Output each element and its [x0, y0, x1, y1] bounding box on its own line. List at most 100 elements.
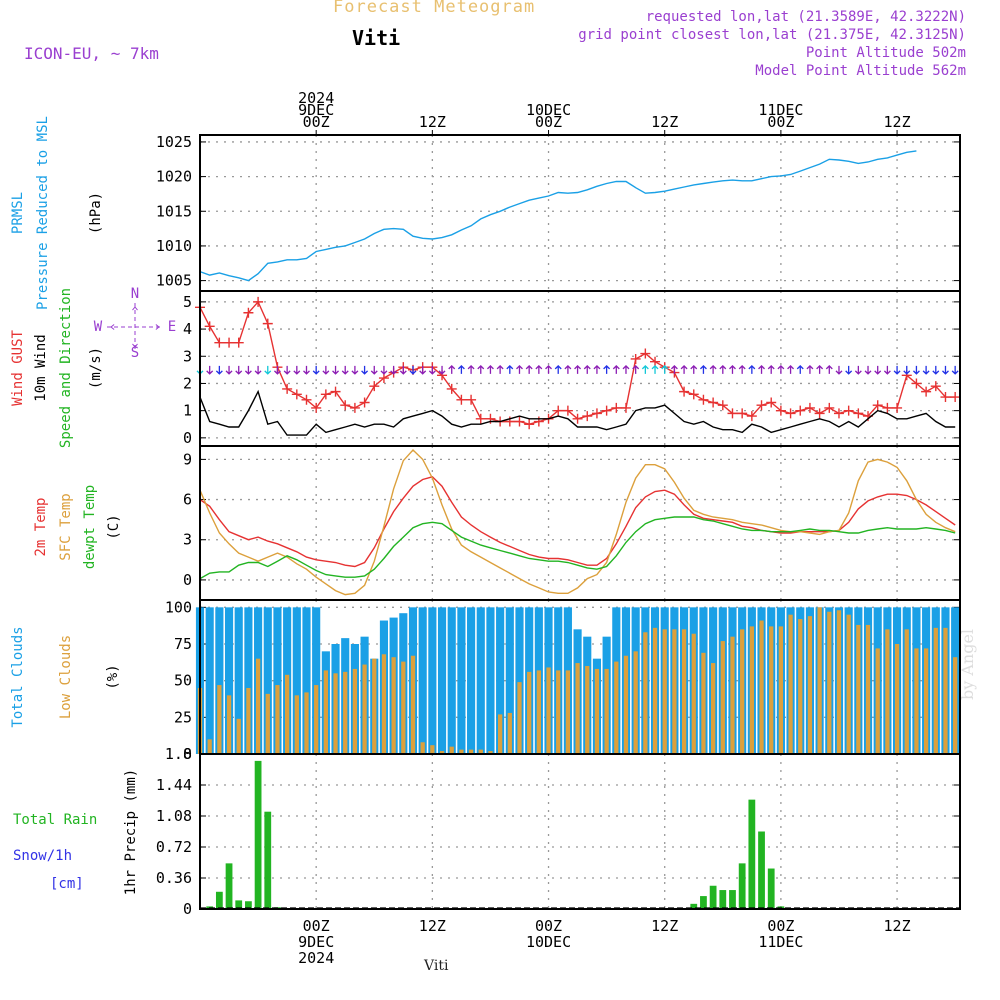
- low-cloud-bar: [285, 674, 290, 754]
- total-cloud-bar: [244, 607, 253, 754]
- y-axis-label: 2m Temp: [33, 497, 49, 556]
- wind-direction-arrow: [612, 364, 620, 374]
- gust-marker: [582, 411, 593, 422]
- wind-direction-arrow: [661, 364, 669, 374]
- y-tick-label: 9: [183, 450, 192, 468]
- precip-bar: [245, 901, 252, 909]
- time-label-top: 12Z: [884, 113, 911, 131]
- low-cloud-bar: [759, 620, 764, 754]
- gust-marker: [640, 348, 651, 359]
- wind-direction-arrow: [448, 364, 456, 374]
- wind-direction-arrow: [293, 365, 301, 375]
- wind-direction-arrow: [738, 364, 746, 374]
- gust-marker: [446, 383, 457, 394]
- low-cloud-bar: [226, 695, 232, 754]
- low-cloud-bar: [459, 749, 464, 754]
- low-cloud-bar: [527, 671, 532, 754]
- low-cloud-bar: [236, 718, 241, 754]
- low-cloud-bar: [275, 685, 280, 754]
- y-tick-label: 1015: [156, 202, 192, 220]
- low-cloud-bar: [594, 668, 600, 754]
- precip-bar: [719, 890, 727, 909]
- y-axis-label: Pressure Reduced to MSL: [35, 116, 51, 310]
- time-label-bottom: 12Z: [651, 917, 678, 935]
- gust-marker: [717, 400, 728, 411]
- gust-marker: [824, 402, 835, 413]
- total-cloud-bar: [437, 607, 447, 754]
- low-cloud-bar: [585, 666, 590, 754]
- y-tick-label: 0.36: [156, 869, 192, 887]
- low-cloud-bar: [798, 619, 803, 754]
- gust-marker: [320, 389, 331, 400]
- gust-marker: [204, 321, 215, 332]
- low-cloud-bar: [410, 655, 416, 754]
- y-tick-label: 4: [183, 320, 192, 338]
- low-cloud-bar: [468, 749, 474, 754]
- low-cloud-bar: [904, 629, 909, 754]
- gust-marker: [756, 400, 767, 411]
- wind-direction-arrow: [680, 364, 688, 374]
- gust-marker: [708, 397, 719, 408]
- gust-marker: [785, 408, 796, 419]
- gust-marker: [843, 405, 854, 416]
- low-cloud-bar: [401, 661, 406, 754]
- low-cloud-bar: [807, 616, 813, 754]
- meteogram-title: Forecast Meteogram: [333, 0, 536, 17]
- gust-marker: [950, 392, 961, 403]
- gust-marker: [214, 337, 225, 348]
- y-tick-label: 1: [183, 402, 192, 420]
- wind-direction-arrow: [525, 364, 533, 374]
- low-cloud-bar: [430, 745, 435, 754]
- low-cloud-bar: [478, 749, 483, 754]
- wind-direction-arrow: [845, 365, 853, 375]
- wind-direction-arrow: [486, 364, 494, 374]
- wind-direction-arrow: [883, 365, 891, 375]
- compass-east: E: [168, 319, 176, 335]
- total-cloud-bar: [312, 607, 321, 754]
- total-cloud-bar: [224, 607, 234, 754]
- wind-direction-arrow: [303, 365, 310, 375]
- panel-frame-pressure: [199, 134, 961, 292]
- wind-direction-arrow: [273, 365, 281, 375]
- wind-direction-arrow: [748, 364, 756, 374]
- wind-direction-arrow: [951, 365, 959, 375]
- gust-marker: [911, 378, 922, 389]
- footer-place: Viti: [424, 958, 449, 974]
- y-tick-label: 1.8: [165, 745, 192, 763]
- y-tick-label: 1025: [156, 133, 192, 151]
- y-tick-label: 1010: [156, 237, 192, 255]
- y-axis-label: Low Clouds: [58, 635, 74, 719]
- total-cloud-bar: [496, 607, 505, 754]
- low-cloud-bar: [846, 614, 851, 754]
- low-cloud-bar: [217, 685, 222, 754]
- wind-direction-arrow: [341, 365, 349, 375]
- total-cloud-bar: [263, 607, 272, 754]
- compass-north: N: [131, 286, 139, 302]
- low-cloud-bar: [604, 668, 609, 754]
- gust-marker: [301, 394, 312, 405]
- wind-direction-arrow: [709, 364, 717, 374]
- gust-marker: [804, 402, 815, 413]
- total-cloud-bar: [302, 607, 311, 754]
- series-line-sfc-temp: [199, 448, 956, 596]
- wind-direction-arrow: [380, 365, 388, 375]
- low-cloud-bar: [352, 668, 358, 754]
- total-cloud-bar: [205, 607, 214, 754]
- wind-direction-arrow: [496, 364, 504, 374]
- gust-marker: [795, 405, 806, 416]
- wind-direction-arrow: [409, 365, 417, 375]
- gust-marker: [340, 400, 351, 411]
- precip-bar: [264, 811, 272, 909]
- wind-direction-arrow: [390, 365, 398, 375]
- precip-bar: [700, 896, 707, 909]
- low-cloud-bar: [497, 714, 503, 754]
- wind-direction-arrow: [215, 365, 223, 375]
- gust-marker: [688, 389, 699, 400]
- wind-direction-arrow: [874, 365, 882, 375]
- wind-direction-arrow: [758, 364, 765, 374]
- gust-marker: [737, 408, 748, 419]
- total-cloud-bar: [476, 607, 485, 754]
- wind-direction-arrow: [796, 364, 804, 374]
- low-cloud-bar: [343, 671, 348, 754]
